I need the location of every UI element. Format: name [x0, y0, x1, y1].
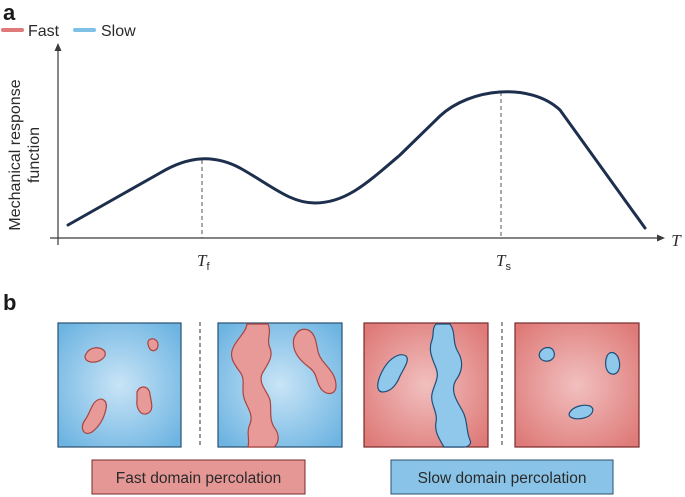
x-axis-arrow: [657, 234, 665, 242]
fast-island: [84, 347, 106, 363]
y-axis-arrow: [54, 43, 62, 51]
fast-island: [292, 328, 337, 395]
legend: Fast Slow: [1, 23, 136, 40]
caption-slow-domain-percolation: Slow domain percolation: [390, 459, 614, 495]
panel-a-label: a: [3, 0, 16, 25]
fast-island: [136, 386, 153, 415]
panel-b-label: b: [3, 290, 16, 315]
box-fast-percolation: [217, 322, 343, 448]
y-axis-label-line2: function: [26, 127, 43, 183]
box-slow-isolated: [514, 322, 640, 448]
fast-channel: [230, 323, 279, 448]
slow-island: [568, 404, 594, 420]
caption-fast-domain-percolation: Fast domain percolation: [91, 459, 306, 495]
slow-channel: [429, 323, 472, 448]
fast-island: [147, 338, 159, 352]
response-curve: [66, 90, 647, 230]
slow-island: [377, 354, 408, 393]
box-fast-isolated: [57, 322, 182, 448]
legend-fast-label: Fast: [28, 23, 60, 40]
caption-slow-text: Slow domain percolation: [418, 470, 587, 487]
x-axis-label: T: [671, 231, 682, 250]
slow-peak-label: Ts: [496, 251, 511, 273]
y-axis-label: Mechanical response function: [7, 79, 43, 230]
slow-island: [605, 351, 621, 375]
legend-slow-label: Slow: [101, 23, 136, 40]
y-axis-label-line1: Mechanical response: [7, 79, 24, 230]
box-slow-percolation: [363, 322, 489, 448]
caption-fast-text: Fast domain percolation: [116, 470, 281, 487]
fast-island: [81, 398, 107, 434]
fast-peak-label: Tf: [197, 251, 210, 273]
slow-island: [538, 346, 555, 362]
